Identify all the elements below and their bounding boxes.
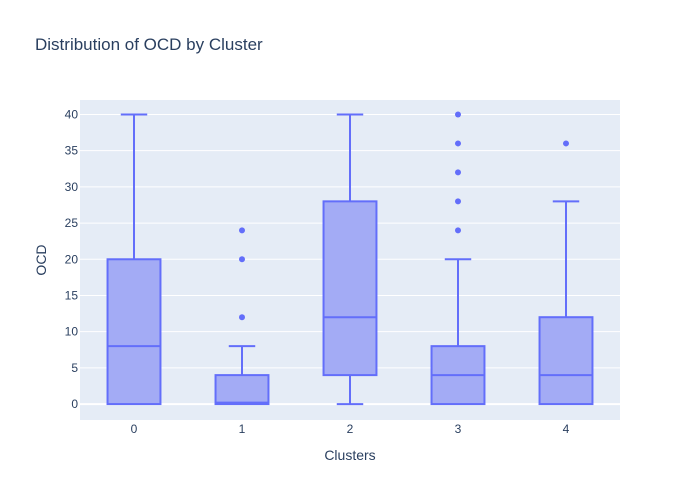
box-cluster-3 bbox=[430, 111, 486, 406]
outlier-point bbox=[455, 111, 461, 118]
box-iqr bbox=[106, 258, 162, 406]
outlier-point bbox=[239, 256, 245, 263]
chart-title: Distribution of OCD by Cluster bbox=[35, 35, 263, 54]
box-iqr bbox=[322, 200, 378, 377]
outlier-point bbox=[455, 140, 461, 147]
y-tick-label: 10 bbox=[65, 325, 79, 339]
y-tick-label: 20 bbox=[65, 252, 79, 266]
box-cluster-0 bbox=[106, 113, 162, 406]
outlier-point bbox=[455, 169, 461, 176]
outlier-point bbox=[239, 227, 245, 234]
box-iqr bbox=[214, 374, 270, 406]
x-tick-labels: 0 1 2 3 4 bbox=[131, 422, 570, 436]
outlier-point bbox=[455, 198, 461, 205]
x-tick-label: 3 bbox=[455, 422, 462, 436]
x-axis-title: Clusters bbox=[324, 447, 375, 463]
y-tick-label: 30 bbox=[65, 180, 79, 194]
y-tick-label: 25 bbox=[65, 216, 79, 230]
box-cluster-4 bbox=[538, 140, 594, 406]
x-tick-label: 4 bbox=[563, 422, 570, 436]
x-tick-label: 2 bbox=[347, 422, 354, 436]
box-cluster-2 bbox=[322, 113, 378, 406]
y-tick-label: 35 bbox=[65, 144, 79, 158]
y-tick-label: 5 bbox=[71, 361, 78, 375]
box-iqr bbox=[538, 316, 594, 406]
outlier-point bbox=[563, 140, 569, 147]
y-tick-label: 15 bbox=[65, 288, 79, 302]
y-axis-title: OCD bbox=[33, 244, 49, 275]
x-tick-label: 0 bbox=[131, 422, 138, 436]
y-tick-labels: 0 5 10 15 20 25 30 35 40 bbox=[65, 107, 79, 411]
box-cluster-1 bbox=[214, 227, 270, 406]
outlier-point bbox=[239, 314, 245, 321]
outlier-point bbox=[455, 227, 461, 234]
x-tick-label: 1 bbox=[239, 422, 246, 436]
boxes bbox=[106, 111, 594, 406]
y-tick-label: 0 bbox=[71, 397, 78, 411]
y-tick-label: 40 bbox=[65, 107, 79, 121]
